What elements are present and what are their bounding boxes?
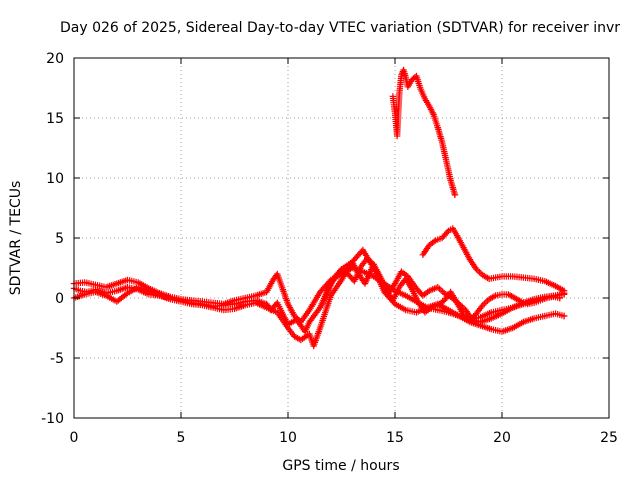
tick-layer: 0 5 10 15 20 25 -10 -5 0 5 10 15 20 [41, 51, 618, 446]
data-point [482, 299, 490, 306]
data-layer [70, 66, 568, 350]
series-track-f [389, 66, 459, 198]
x-tick-label: 20 [493, 430, 511, 446]
x-tick-label: 10 [279, 430, 297, 446]
data-point [560, 312, 568, 320]
grid-layer [74, 58, 609, 418]
data-point [560, 287, 568, 294]
y-tick-label: 15 [46, 111, 64, 127]
data-point [481, 300, 488, 307]
series-track-e [419, 225, 568, 294]
chart-title: Day 026 of 2025, Sidereal Day-to-day VTE… [60, 20, 620, 36]
y-tick-label: 10 [46, 171, 64, 187]
x-tick-label: 5 [177, 430, 186, 446]
x-tick-label: 25 [600, 430, 618, 446]
data-point [444, 229, 451, 236]
x-tick-label: 0 [70, 430, 79, 446]
data-point [436, 285, 443, 292]
y-tick-label: 0 [55, 291, 64, 307]
y-tick-label: -5 [50, 351, 64, 367]
data-point [122, 291, 130, 298]
y-tick-label: -10 [41, 411, 64, 427]
data-point [451, 191, 459, 198]
x-axis-label: GPS time / hours [282, 458, 399, 474]
y-tick-label: 20 [46, 51, 64, 67]
series-track-d [319, 255, 563, 324]
data-point [476, 269, 483, 276]
y-axis-label: SDTVAR / TECUs [8, 181, 24, 296]
y-tick-label: 5 [55, 231, 64, 247]
data-point [556, 294, 563, 302]
x-tick-label: 15 [386, 430, 404, 446]
